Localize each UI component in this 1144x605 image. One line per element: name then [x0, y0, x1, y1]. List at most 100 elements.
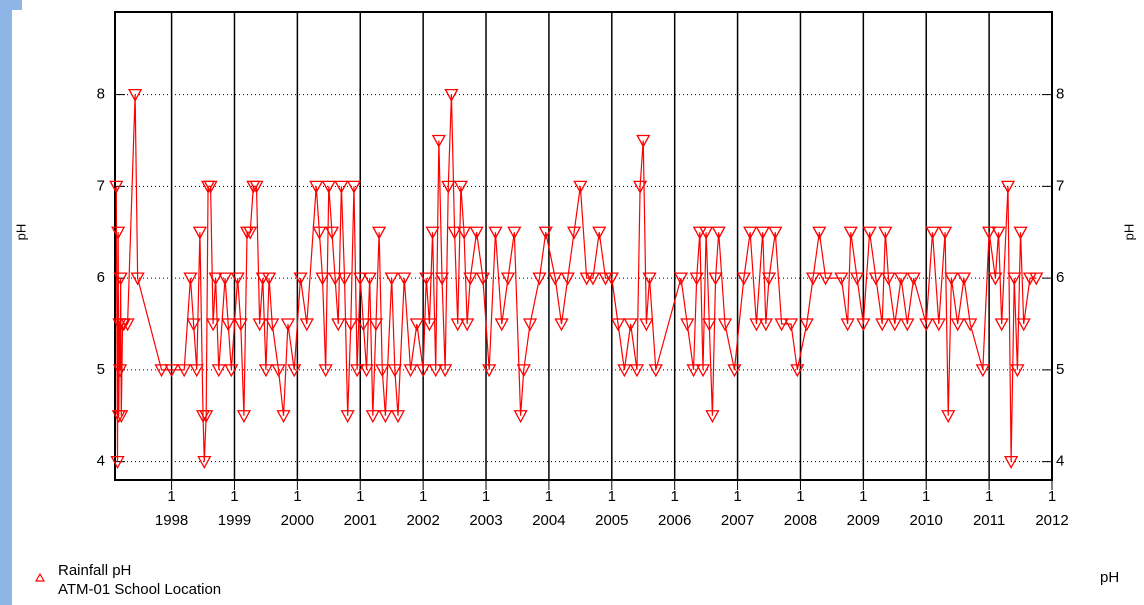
data-point [963, 318, 978, 332]
data-point [680, 318, 695, 332]
data-point [130, 272, 145, 286]
data-point [755, 226, 770, 240]
data-point [261, 272, 277, 286]
data-point [566, 226, 582, 240]
data-point [441, 180, 456, 194]
data-point [299, 318, 314, 332]
x-tick-month: 1 [859, 488, 867, 505]
data-point [513, 410, 528, 424]
data-point [488, 226, 503, 240]
data-point [112, 364, 128, 378]
data-point [516, 364, 531, 378]
data-point [114, 410, 129, 424]
data-point [507, 226, 522, 240]
data-point [416, 364, 431, 378]
data-point [236, 410, 252, 424]
data-point [208, 272, 223, 286]
data-point [356, 318, 371, 332]
data-point [878, 226, 893, 240]
data-point [249, 180, 264, 194]
data-point [375, 364, 390, 378]
data-point [365, 410, 380, 424]
x-tick-month: 1 [356, 488, 364, 505]
data-point [636, 134, 651, 148]
data-point [428, 364, 443, 378]
data-point [1029, 272, 1044, 286]
y-tick-label-right: 8 [1056, 86, 1064, 103]
data-point [629, 364, 645, 378]
data-point [699, 226, 714, 240]
data-point [849, 272, 865, 286]
data-point [554, 318, 569, 332]
units-label: pH [1100, 569, 1119, 586]
data-point [211, 364, 226, 378]
data-point [994, 318, 1009, 332]
data-point [346, 180, 362, 194]
data-point [110, 455, 125, 470]
data-point [592, 226, 607, 240]
data-point [975, 364, 990, 378]
data-point [840, 318, 855, 332]
data-point [937, 226, 953, 240]
data-point [350, 364, 365, 378]
x-tick-month: 1 [293, 488, 301, 505]
y-axis-label: pH [13, 224, 28, 241]
data-point [378, 410, 393, 424]
data-point [758, 318, 773, 332]
y-tick-label-right: 7 [1056, 177, 1064, 194]
data-point [475, 272, 490, 286]
data-point [925, 226, 940, 240]
data-point [384, 272, 399, 286]
data-point [812, 226, 827, 240]
data-point [368, 318, 384, 332]
y-tick-label-right: 6 [1056, 269, 1064, 286]
data-point [372, 226, 387, 240]
y-tick-label: 5 [97, 361, 105, 378]
data-point [221, 318, 236, 332]
data-point [113, 272, 128, 286]
data-point [717, 318, 733, 332]
data-point [460, 318, 475, 332]
x-tick-label: 1999 [218, 512, 251, 529]
data-point [111, 226, 126, 240]
data-point [309, 180, 324, 194]
y-tick-label: 8 [97, 86, 105, 103]
data-point [444, 88, 459, 102]
data-point [362, 272, 377, 286]
y-tick-label: 7 [97, 177, 105, 194]
data-point [390, 410, 406, 424]
data-point [881, 272, 896, 286]
x-tick-label: 2008 [784, 512, 817, 529]
data-point [318, 364, 333, 378]
data-point [610, 318, 626, 332]
x-tick-label: 2009 [847, 512, 880, 529]
x-tick-label: 2002 [406, 512, 439, 529]
y-axis-label-right: pH [1121, 224, 1136, 241]
data-point [337, 272, 352, 286]
x-tick-label: 2000 [281, 512, 314, 529]
x-tick-month: 1 [230, 488, 238, 505]
data-point [192, 226, 207, 240]
data-point [639, 318, 654, 332]
x-tick-month: 1 [796, 488, 804, 505]
data-point [409, 318, 424, 332]
x-tick-month: 1 [482, 488, 490, 505]
data-point [743, 226, 758, 240]
data-point [243, 226, 258, 240]
data-point [331, 318, 346, 332]
data-point [887, 318, 902, 332]
data-point [648, 364, 663, 378]
data-point [120, 318, 135, 332]
data-point [403, 364, 418, 378]
data-point [199, 410, 214, 424]
data-point [224, 364, 239, 378]
data-point [805, 272, 821, 286]
data-point [774, 318, 789, 332]
series-line [115, 94, 1037, 462]
data-point [950, 318, 965, 332]
data-point [397, 272, 412, 286]
data-point [768, 226, 783, 240]
data-point [419, 272, 434, 286]
legend-label: Rainfall pH [58, 562, 131, 579]
